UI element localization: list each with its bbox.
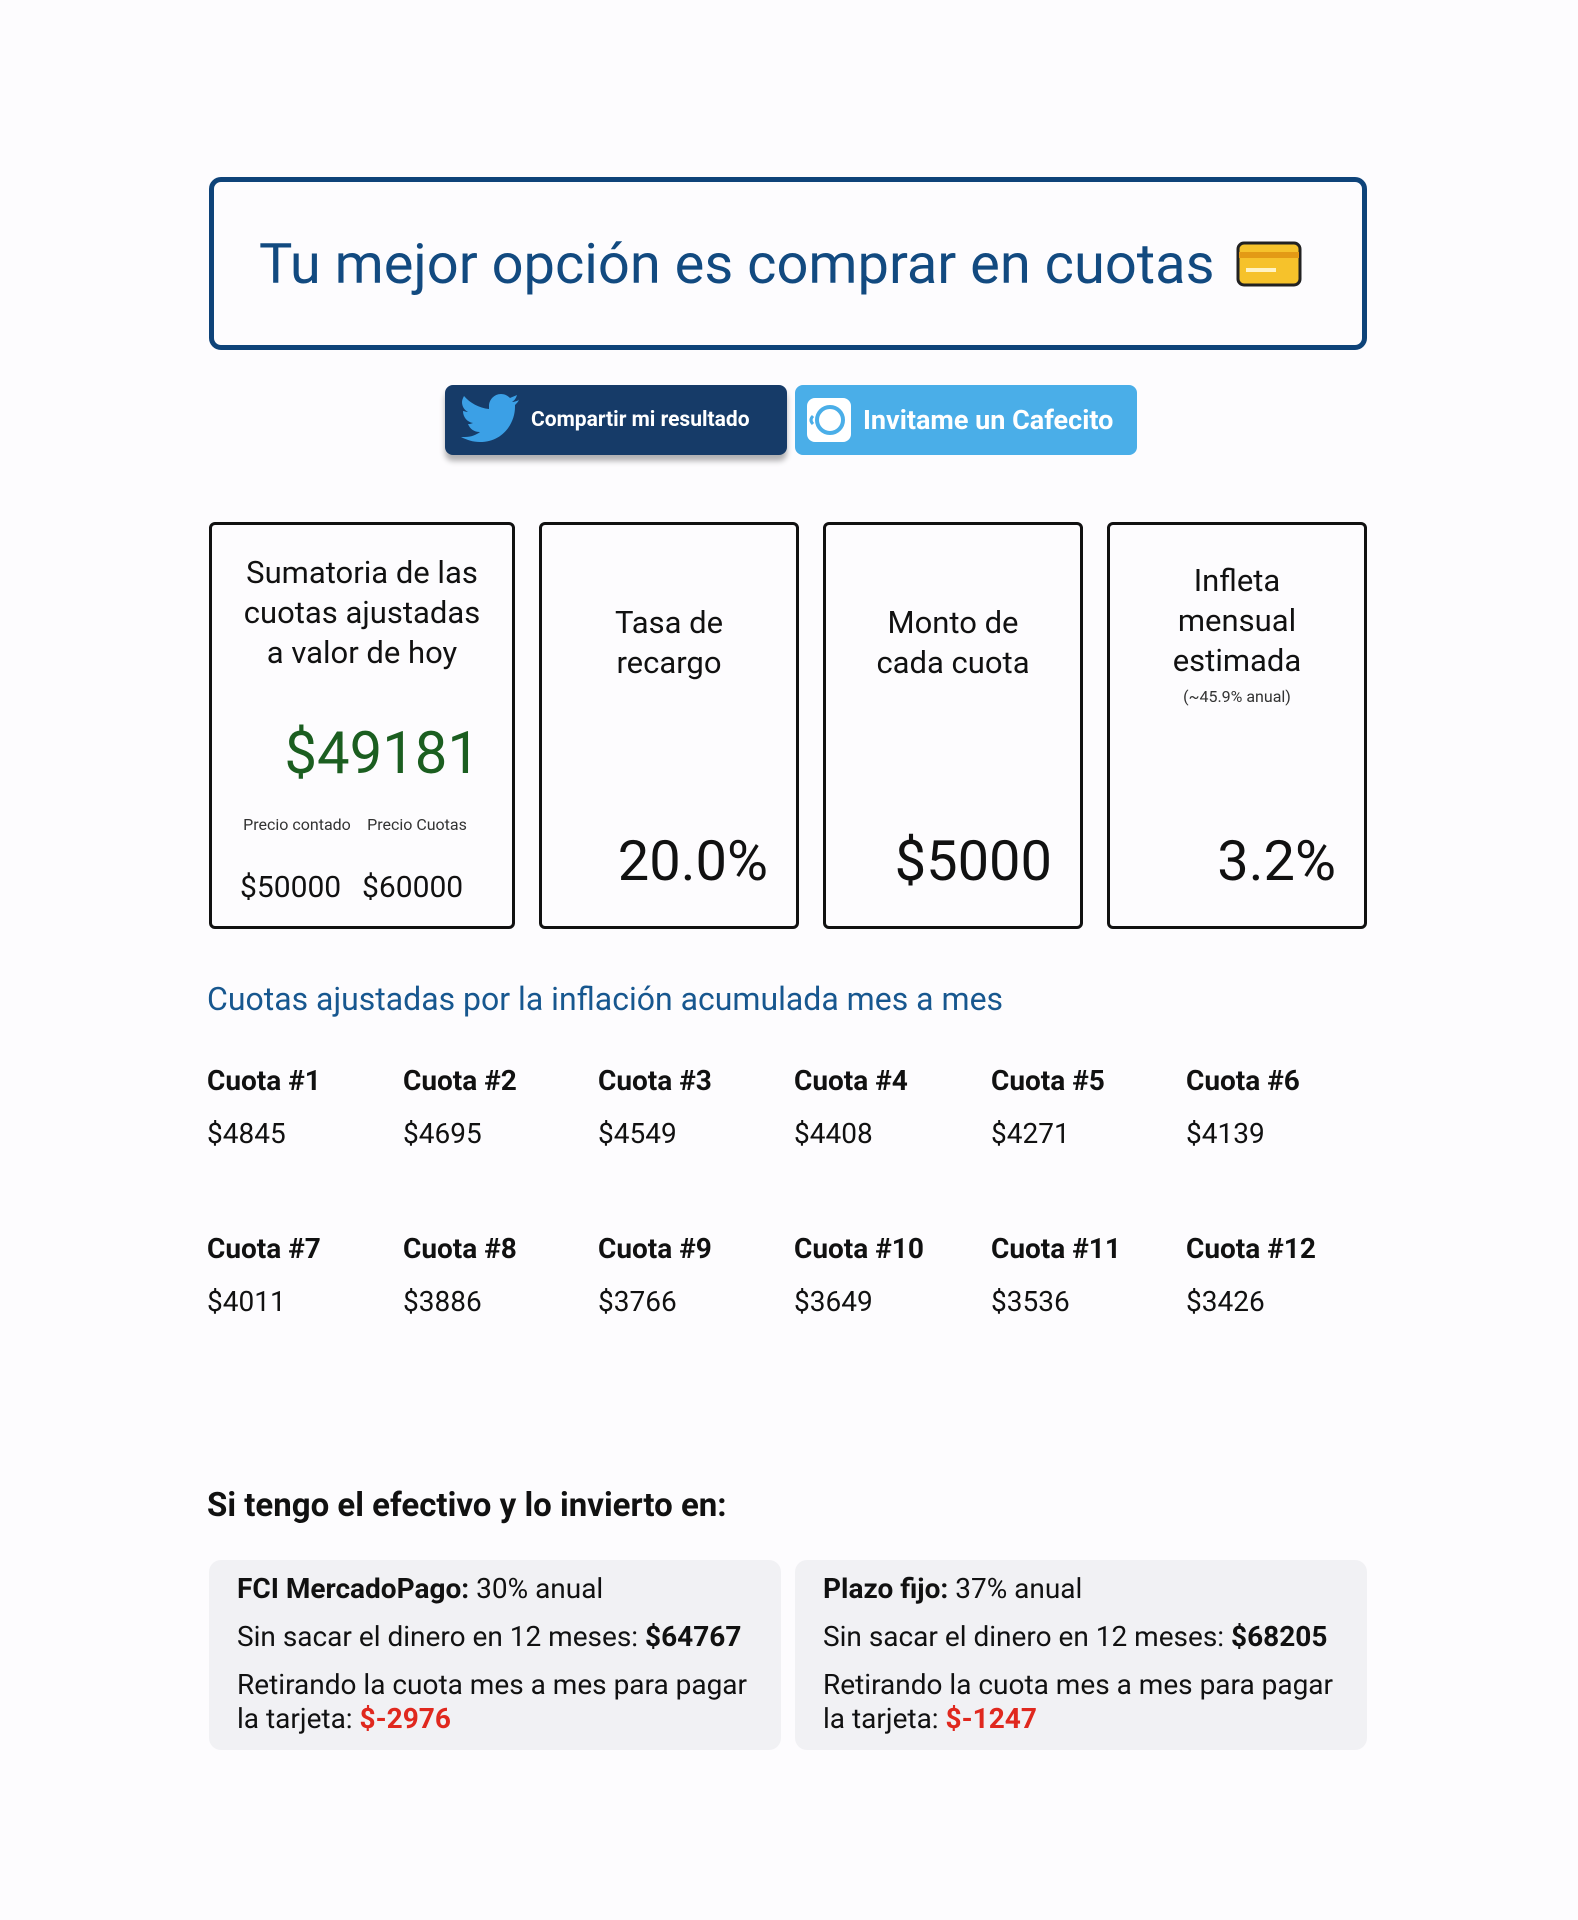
installment-label: Cuota #6	[1186, 1064, 1300, 1097]
result-banner: Tu mejor opción es comprar en cuotas	[209, 177, 1367, 350]
share-label: Compartir mi resultado	[531, 408, 750, 432]
installment: Cuota #1 $4845	[207, 1064, 321, 1150]
installment: Cuota #3 $4549	[598, 1064, 712, 1150]
investment-box: FCI MercadoPago: 30% anual Sin sacar el d…	[209, 1560, 781, 1750]
investment-box: Plazo fijo: 37% anual Sin sacar el dinero…	[795, 1560, 1367, 1750]
installment-label: Cuota #2	[403, 1064, 517, 1097]
card-note: (~45.9% anual)	[1183, 687, 1291, 706]
installment-label: Cuota #1	[207, 1064, 321, 1097]
keep-value: $68205	[1231, 1620, 1328, 1653]
cafecito-label: Invitame un Cafecito	[863, 404, 1114, 436]
keep-line: Sin sacar el dinero en 12 meses: $68205	[823, 1620, 1339, 1654]
keep-value: $64767	[645, 1620, 742, 1653]
installment-label: Cuota #8	[403, 1232, 517, 1265]
cafecito-icon	[807, 398, 851, 442]
rate: 37% anual	[955, 1572, 1083, 1605]
installment-label: Cuota #7	[207, 1232, 321, 1265]
installment: Cuota #2 $4695	[403, 1064, 517, 1150]
card-value: $49181	[284, 720, 480, 788]
installment: Cuota #8 $3886	[403, 1232, 517, 1318]
installment-value: $4271	[991, 1117, 1070, 1150]
withdraw-text: Retirando la cuota mes a mes para pagar …	[823, 1668, 1334, 1735]
cash-value: $50000	[240, 870, 342, 905]
investment-title: Si tengo el efectivo y lo invierto en:	[207, 1486, 727, 1525]
share-button[interactable]: Compartir mi resultado	[445, 385, 787, 455]
installments-title: Cuotas ajustadas por la inflación acumul…	[207, 980, 1004, 1018]
cash-label: Precio contado	[243, 815, 351, 834]
withdraw-text: Retirando la cuota mes a mes para pagar …	[237, 1668, 748, 1735]
installment-card: Monto de cada cuota $5000	[823, 522, 1083, 929]
installment: Cuota #6 $4139	[1186, 1064, 1300, 1150]
card-label: Infleta mensual estimada	[1172, 562, 1302, 679]
rate-card: Tasa de recargo 20.0%	[539, 522, 799, 929]
card-label: Tasa de recargo	[614, 604, 724, 681]
investment-rate: Plazo fijo: 37% anual	[823, 1572, 1339, 1606]
card-value: 20.0%	[617, 828, 768, 894]
withdraw-value: $-2976	[359, 1702, 451, 1735]
summary-card: Sumatoria de las cuotas ajustadas a valo…	[209, 522, 515, 929]
cafecito-button[interactable]: Invitame un Cafecito	[795, 385, 1137, 455]
installment: Cuota #10 $3649	[794, 1232, 924, 1318]
withdraw-line: Retirando la cuota mes a mes para pagar …	[237, 1668, 753, 1736]
installment-value: $4549	[598, 1117, 677, 1150]
installment-label: Cuota #9	[598, 1232, 712, 1265]
installment-label: Cuota #5	[991, 1064, 1105, 1097]
installment-label: Cuota #11	[991, 1232, 1121, 1265]
installment: Cuota #9 $3766	[598, 1232, 712, 1318]
inflation-card: Infleta mensual estimada (~45.9% anual) …	[1107, 522, 1367, 929]
card-label: Sumatoria de las cuotas ajustadas a valo…	[243, 554, 481, 671]
rate: 30% anual	[476, 1572, 604, 1605]
installment: Cuota #5 $4271	[991, 1064, 1105, 1150]
installment-value: $4011	[207, 1285, 286, 1318]
result-title: Tu mejor opción es comprar en cuotas	[259, 230, 1215, 297]
installment: Cuota #4 $4408	[794, 1064, 908, 1150]
installment-label: Cuota #12	[1186, 1232, 1316, 1265]
installment-value: $4408	[794, 1117, 873, 1150]
card-icon	[1236, 241, 1302, 286]
installment: Cuota #7 $4011	[207, 1232, 321, 1318]
keep-text: Sin sacar el dinero en 12 meses:	[237, 1620, 639, 1653]
installment-value: $3766	[598, 1285, 677, 1318]
installment-label: Cuota #4	[794, 1064, 908, 1097]
installment-value: $3426	[1186, 1285, 1265, 1318]
installments-value: $60000	[362, 870, 464, 905]
installment: Cuota #11 $3536	[991, 1232, 1121, 1318]
installment-value: $3649	[794, 1285, 873, 1318]
installment-label: Cuota #3	[598, 1064, 712, 1097]
card-label: Monto de cada cuota	[876, 604, 1030, 681]
card-value: 3.2%	[1217, 828, 1336, 894]
installment-value: $4139	[1186, 1117, 1265, 1150]
installments-label: Precio Cuotas	[367, 815, 467, 834]
keep-line: Sin sacar el dinero en 12 meses: $64767	[237, 1620, 753, 1654]
investment-name: Plazo fijo:	[823, 1572, 949, 1605]
withdraw-value: $-1247	[945, 1702, 1037, 1735]
installment-value: $3536	[991, 1285, 1070, 1318]
investment-name: FCI MercadoPago:	[237, 1572, 470, 1605]
investment-rate: FCI MercadoPago: 30% anual	[237, 1572, 753, 1606]
installment-value: $3886	[403, 1285, 482, 1318]
twitter-icon	[461, 394, 519, 442]
installment-value: $4695	[403, 1117, 482, 1150]
installment-label: Cuota #10	[794, 1232, 924, 1265]
withdraw-line: Retirando la cuota mes a mes para pagar …	[823, 1668, 1339, 1736]
installment-value: $4845	[207, 1117, 286, 1150]
keep-text: Sin sacar el dinero en 12 meses:	[823, 1620, 1225, 1653]
installment: Cuota #12 $3426	[1186, 1232, 1316, 1318]
card-value: $5000	[894, 828, 1052, 894]
